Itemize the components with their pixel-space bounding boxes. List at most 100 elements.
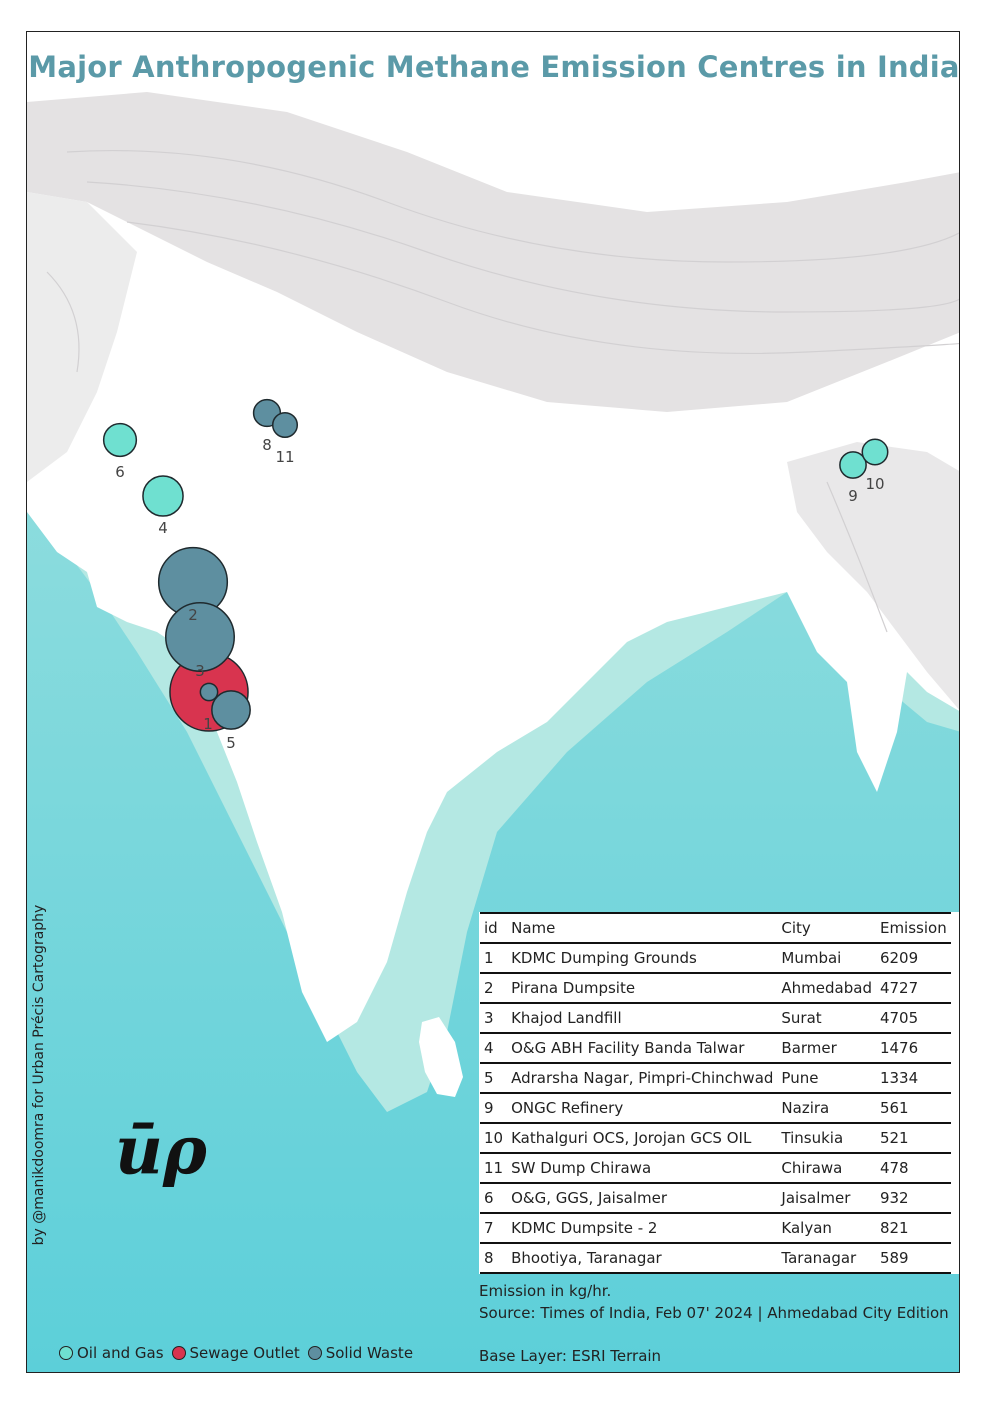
marker-label-8: 8 xyxy=(262,436,272,454)
marker-label-2: 2 xyxy=(188,606,198,624)
cell-city: Pune xyxy=(777,1063,876,1094)
table-row: 3 Khajod Landfill Surat 4705 xyxy=(480,1003,951,1034)
emission-marker-6 xyxy=(102,422,138,458)
marker-label-11: 11 xyxy=(275,448,294,466)
cell-name: KDMC Dumpsite - 2 xyxy=(507,1213,778,1244)
marker-label-5: 5 xyxy=(226,734,236,752)
cell-name: O&G, GGS, Jaisalmer xyxy=(507,1183,778,1214)
table-row: 8 Bhootiya, Taranagar Taranagar 589 xyxy=(480,1243,951,1274)
cell-city: Tinsukia xyxy=(777,1123,876,1154)
cell-id: 5 xyxy=(480,1063,508,1094)
cell-id: 9 xyxy=(480,1093,508,1124)
table-row: 4 O&G ABH Facility Banda Talwar Barmer 1476 xyxy=(480,1033,951,1064)
cell-city: Kalyan xyxy=(777,1213,876,1244)
cell-emission: 521 xyxy=(875,1123,951,1154)
marker-label-10: 10 xyxy=(865,475,884,493)
units-note: Emission in kg/hr. xyxy=(479,1282,612,1300)
legend-swatch-icon xyxy=(307,1346,322,1360)
cell-city: Taranagar xyxy=(777,1243,876,1274)
emission-table: id Name City Emission 1 KDMC Dumping Grou… xyxy=(480,912,951,1274)
cell-id: 4 xyxy=(480,1033,508,1064)
map-notes: Emission in kg/hr. Source: Times of Indi… xyxy=(479,1280,949,1324)
cell-id: 1 xyxy=(480,943,508,974)
cell-emission: 1334 xyxy=(875,1063,951,1094)
cell-name: SW Dump Chirawa xyxy=(507,1153,778,1184)
cell-id: 3 xyxy=(480,1003,508,1034)
legend-label: Sewage Outlet xyxy=(189,1344,300,1362)
cell-emission: 561 xyxy=(875,1093,951,1124)
northeast-terrain xyxy=(787,442,959,710)
cell-name: O&G ABH Facility Banda Talwar xyxy=(507,1033,778,1064)
cell-city: Jaisalmer xyxy=(777,1183,876,1214)
table-row: 11 SW Dump Chirawa Chirawa 478 xyxy=(480,1153,951,1184)
cell-city: Mumbai xyxy=(777,943,876,974)
legend-swatch-icon xyxy=(59,1346,73,1360)
emission-marker-11 xyxy=(271,411,299,439)
cell-name: Khajod Landfill xyxy=(507,1003,778,1034)
pakistan-terrain xyxy=(27,192,137,482)
column-header-emission: Emission xyxy=(875,912,951,944)
cell-id: 11 xyxy=(480,1153,508,1184)
cell-city: Barmer xyxy=(777,1033,876,1064)
author-credit: by @manikdoomra for Urban Précis Cartogr… xyxy=(31,904,47,1246)
table-row: 9 ONGC Refinery Nazira 561 xyxy=(480,1093,951,1124)
marker-layer: 1 2 3 4 5 6 8 9 10 11 xyxy=(102,398,889,752)
cell-id: 8 xyxy=(480,1243,508,1274)
table-row: 2 Pirana Dumpsite Ahmedabad 4727 xyxy=(480,973,951,1004)
source-note: Source: Times of India, Feb 07' 2024 | A… xyxy=(479,1304,949,1322)
cell-name: Bhootiya, Taranagar xyxy=(507,1243,778,1274)
legend: Oil and Gas Sewage Outlet Solid Waste xyxy=(59,1344,417,1362)
cell-id: 2 xyxy=(480,973,508,1004)
table-row: 7 KDMC Dumpsite - 2 Kalyan 821 xyxy=(480,1213,951,1244)
cell-name: Pirana Dumpsite xyxy=(507,973,778,1004)
cell-emission: 1476 xyxy=(875,1033,951,1064)
emission-marker-1 xyxy=(199,682,219,702)
marker-label-6: 6 xyxy=(115,463,125,481)
cell-emission: 821 xyxy=(875,1213,951,1244)
cell-emission: 589 xyxy=(875,1243,951,1274)
cell-id: 6 xyxy=(480,1183,508,1214)
legend-label: Solid Waste xyxy=(325,1344,414,1362)
cell-name: Kathalguri OCS, Jorojan GCS OIL xyxy=(507,1123,778,1154)
map-frame: 1 2 3 4 5 6 8 9 10 11 Major Anthropogenic Methane… xyxy=(26,31,960,1373)
column-header-city: City xyxy=(777,912,876,944)
sri-lanka xyxy=(419,1017,463,1097)
legend-item-solid-waste: Solid Waste xyxy=(307,1344,414,1362)
brand-logo: ūρ xyxy=(115,1111,207,1189)
emission-marker-3 xyxy=(165,602,235,672)
column-header-name: Name xyxy=(507,912,778,944)
emission-marker-9 xyxy=(839,451,867,479)
marker-label-4: 4 xyxy=(158,519,168,537)
cell-name: KDMC Dumping Grounds xyxy=(507,943,778,974)
map-title: Major Anthropogenic Methane Emission Cen… xyxy=(28,50,960,84)
emission-marker-4 xyxy=(142,475,184,517)
emission-marker-5 xyxy=(211,690,251,730)
cell-city: Surat xyxy=(777,1003,876,1034)
marker-label-3: 3 xyxy=(195,662,205,680)
table-row: 6 O&G, GGS, Jaisalmer Jaisalmer 932 xyxy=(480,1183,951,1214)
legend-item-oil-and-gas: Oil and Gas xyxy=(59,1344,164,1362)
emission-table-panel: id Name City Emission 1 KDMC Dumping Grou… xyxy=(479,912,959,1274)
cell-name: Adrarsha Nagar, Pimpri-Chinchwad xyxy=(507,1063,778,1094)
table-row: 10 Kathalguri OCS, Jorojan GCS OIL Tinsuki… xyxy=(480,1123,951,1154)
column-header-id: id xyxy=(480,912,508,944)
cell-emission: 478 xyxy=(875,1153,951,1184)
legend-label: Oil and Gas xyxy=(77,1344,164,1362)
cell-emission: 6209 xyxy=(875,943,951,974)
marker-label-1: 1 xyxy=(203,715,213,733)
cell-city: Nazira xyxy=(777,1093,876,1124)
cell-emission: 4705 xyxy=(875,1003,951,1034)
cell-name: ONGC Refinery xyxy=(507,1093,778,1124)
emission-marker-10 xyxy=(861,438,889,466)
cell-emission: 4727 xyxy=(875,973,951,1004)
terrain-ridges xyxy=(46,149,959,633)
cell-id: 10 xyxy=(480,1123,508,1154)
himalaya-terrain xyxy=(27,92,959,412)
legend-swatch-icon xyxy=(171,1346,186,1360)
table-row: 5 Adrarsha Nagar, Pimpri-Chinchwad Pune 133… xyxy=(480,1063,951,1094)
marker-label-9: 9 xyxy=(848,487,858,505)
table-body: 1 KDMC Dumping Grounds Mumbai 6209 2 Pirana D… xyxy=(480,943,951,1274)
base-layer-note: Base Layer: ESRI Terrain xyxy=(479,1347,662,1365)
cell-city: Chirawa xyxy=(777,1153,876,1184)
